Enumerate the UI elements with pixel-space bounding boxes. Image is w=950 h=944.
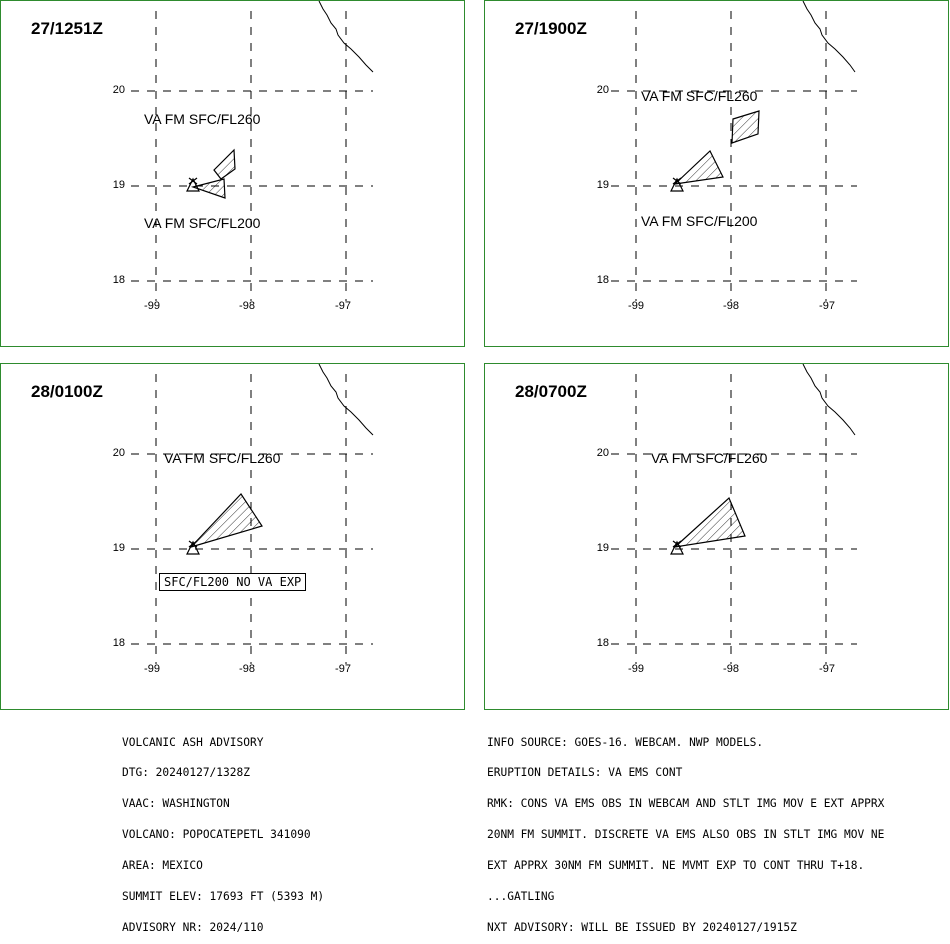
advisory-remarks-text: INFO SOURCE: GOES-16. WEBCAM. NWP MODELS… [487,717,884,944]
lat-tick-18: 18 [596,637,609,649]
advisory-line: ERUPTION DETAILS: VA EMS CONT [487,766,683,780]
advisory-line: INFO SOURCE: GOES-16. WEBCAM. NWP MODELS… [487,735,764,749]
advisory-header-text: VOLCANIC ASH ADVISORY DTG: 20240127/1328… [122,717,324,944]
advisory-line: ADVISORY NR: 2024/110 [122,920,264,934]
advisory-line: ...GATLING [487,890,555,904]
advisory-line: AREA: MEXICO [122,859,203,873]
advisory-line: NXT ADVISORY: WILL BE ISSUED BY 20240127… [487,920,797,934]
lon-tick-99: -99 [628,663,644,675]
label-fl260: VA FM SFC/FL260 [144,111,261,127]
lon-tick-98: -98 [723,663,739,675]
map-panel-2: 27/1900Z VA FM SFC/FL260 VA FM SFC/FL200… [484,0,949,347]
advisory-line: RMK: CONS VA EMS OBS IN WEBCAM AND STLT … [487,797,885,811]
lat-tick-18: 18 [112,637,125,649]
map-graphic-1 [131,1,374,301]
lat-tick-18: 18 [596,274,609,286]
map-panel-4: 28/0700Z VA FM SFC/FL260 20 19 18 -99 -9… [484,363,949,710]
valid-time: 28/0100Z [31,382,103,401]
grid-lines [611,11,857,301]
ash-area-fl200 [673,150,724,185]
label-fl260: VA FM SFC/FL260 [651,450,768,466]
valid-time: 28/0700Z [515,382,587,401]
lat-tick-19: 19 [596,542,609,554]
coastline [318,1,374,73]
advisory-line: VAAC: WASHINGTON [122,797,230,811]
lat-tick-19: 19 [596,179,609,191]
lon-tick-97: -97 [819,663,835,675]
grid-lines [131,11,373,301]
map-panel-1: 27/1251Z VA FM SFC/FL260 VA FM SFC/FL200… [0,0,465,347]
label-fl200: VA FM SFC/FL200 [641,213,758,229]
ash-area-fl200 [190,178,226,199]
advisory-line: EXT APPRX 30NM FM SUMMIT. NE MVMT EXP TO… [487,859,865,873]
ash-area-fl260 [673,496,746,548]
lat-tick-20: 20 [596,84,609,96]
map-graphic-3 [131,364,374,664]
label-fl200: VA FM SFC/FL200 [144,215,261,231]
advisory-line: VOLCANO: POPOCATEPETL 341090 [122,828,311,842]
lon-tick-97: -97 [819,300,835,312]
volcano-icon [670,177,684,192]
no-ash-note: SFC/FL200 NO VA EXP [159,573,307,591]
lon-tick-98: -98 [723,300,739,312]
advisory-line: DTG: 20240127/1328Z [122,766,250,780]
coastline [802,364,856,436]
label-fl260: VA FM SFC/FL260 [164,450,281,466]
advisory-line: VOLCANIC ASH ADVISORY [122,735,264,749]
volcano-icon [670,540,684,555]
lon-tick-98: -98 [239,663,255,675]
ash-area-fl260 [213,148,236,180]
lon-tick-99: -99 [144,300,160,312]
lon-tick-98: -98 [239,300,255,312]
lat-tick-20: 20 [112,84,125,96]
map-panel-3: 28/0100Z VA FM SFC/FL260 SFC/FL200 NO VA… [0,363,465,710]
coastline [318,364,374,436]
label-fl260: VA FM SFC/FL260 [641,88,758,104]
valid-time: 27/1251Z [31,19,103,38]
lon-tick-99: -99 [628,300,644,312]
advisory-line: SUMMIT ELEV: 17693 FT (5393 M) [122,890,325,904]
map-graphic-4 [611,364,857,664]
coastline [802,1,856,73]
map-graphic-2 [611,1,857,301]
lat-tick-18: 18 [112,274,125,286]
advisory-line: 20NM FM SUMMIT. DISCRETE VA EMS ALSO OBS… [487,828,885,842]
volcano-icon [186,177,200,192]
volcano-icon [186,540,200,555]
lat-tick-19: 19 [112,179,125,191]
lat-tick-19: 19 [112,542,125,554]
valid-time: 27/1900Z [515,19,587,38]
lon-tick-97: -97 [335,300,351,312]
lat-tick-20: 20 [596,447,609,459]
lon-tick-99: -99 [144,663,160,675]
lat-tick-20: 20 [112,447,125,459]
ash-area-fl260-discrete [731,110,760,144]
ash-area-fl260 [189,493,263,549]
lon-tick-97: -97 [335,663,351,675]
